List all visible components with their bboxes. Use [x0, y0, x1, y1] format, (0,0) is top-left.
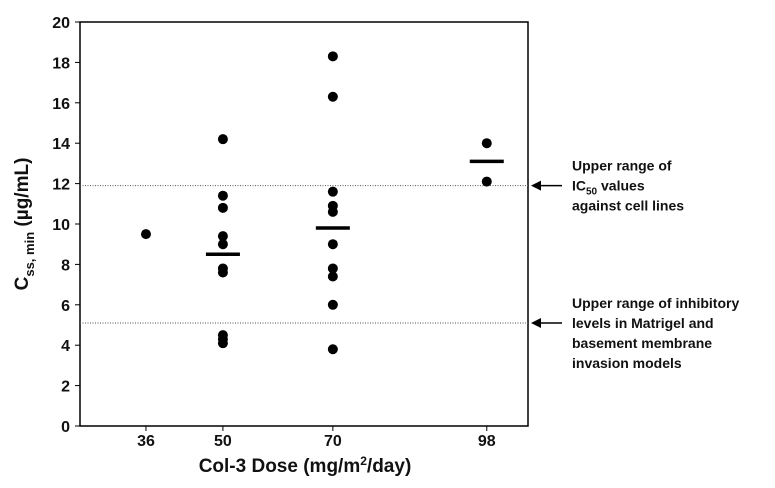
x-tick-label: 50	[214, 433, 232, 450]
x-axis-label: Col-3 Dose (mg/m2/day)	[199, 454, 412, 477]
y-tick-label: 6	[61, 298, 70, 315]
y-label-unit: (µg/mL)	[12, 158, 33, 232]
y-axis-label: Css, min (µg/mL)	[12, 158, 37, 291]
annotation: against cell lines	[572, 198, 684, 214]
data-point	[217, 190, 228, 201]
y-label-main: C	[12, 276, 33, 290]
data-point	[217, 239, 228, 250]
x-label-main: Col-3 Dose (mg/m	[199, 456, 361, 477]
data-point	[327, 91, 338, 102]
annotation-part: Upper range of inhibitory	[572, 295, 739, 311]
x-tick-label: 70	[324, 433, 342, 450]
y-tick-label: 14	[52, 136, 70, 153]
annotation-part: against cell lines	[572, 198, 684, 214]
data-point	[140, 229, 151, 240]
arrow-head	[531, 317, 541, 328]
data-point	[327, 344, 338, 355]
data-point	[327, 186, 338, 197]
y-tick-label: 4	[61, 338, 70, 355]
y-tick-label: 20	[52, 15, 70, 32]
y-tick-label: 16	[52, 96, 70, 113]
annotation: Upper range of	[572, 158, 672, 174]
y-tick-label: 2	[61, 379, 70, 396]
data-point	[481, 176, 492, 187]
annotation: levels in Matrigel and	[572, 315, 714, 331]
data-point	[327, 271, 338, 282]
annotation-part: invasion models	[572, 355, 682, 371]
annotation: Upper range of inhibitory	[572, 295, 739, 311]
data-point	[481, 138, 492, 149]
annotation: IC50 values	[572, 178, 645, 198]
data-point	[327, 263, 338, 274]
annotation-part: IC	[572, 178, 586, 194]
annotation-part: basement membrane	[572, 335, 712, 351]
data-point	[327, 239, 338, 250]
data-point	[217, 134, 228, 145]
x-tick-label: 36	[137, 433, 155, 450]
y-tick-label: 18	[52, 55, 70, 72]
annotation-part: values	[597, 178, 645, 194]
y-tick-label: 10	[52, 217, 70, 234]
y-tick-label: 8	[61, 257, 70, 274]
x-label-rest: /day)	[367, 456, 411, 477]
y-tick-label: 12	[52, 177, 70, 194]
annotation: invasion models	[572, 355, 682, 371]
data-point	[217, 202, 228, 213]
plot-frame	[79, 21, 529, 427]
y-tick-label: 0	[61, 419, 70, 436]
annotation-part: 50	[586, 187, 598, 198]
data-point	[327, 51, 338, 62]
data-point	[217, 338, 228, 349]
annotation: basement membrane	[572, 335, 712, 351]
arrow-head	[531, 180, 541, 191]
annotation-part: levels in Matrigel and	[572, 315, 714, 331]
data-point	[327, 299, 338, 310]
x-label-sup: 2	[360, 454, 367, 468]
y-label-sub: ss, min	[22, 232, 37, 277]
annotation-part: Upper range of	[572, 158, 672, 174]
data-point	[217, 231, 228, 242]
x-tick-label: 98	[478, 433, 496, 450]
data-point	[217, 267, 228, 278]
data-point	[327, 206, 338, 217]
